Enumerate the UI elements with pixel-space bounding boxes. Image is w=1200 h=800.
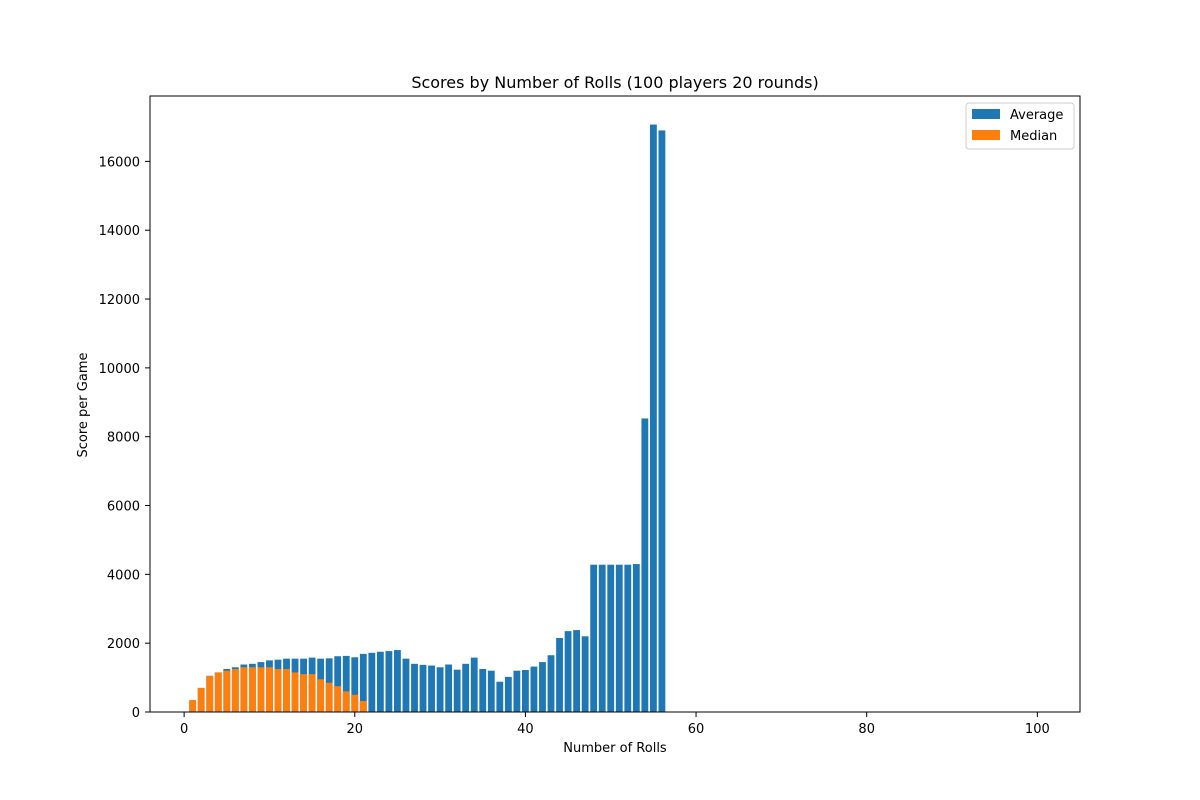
bar-average-47	[581, 636, 589, 712]
bar-average-26	[402, 658, 410, 712]
legend: Average Median	[965, 102, 1075, 150]
y-tick-label-8000: 8000	[107, 431, 140, 446]
legend-label-median: Median	[1010, 129, 1057, 144]
bar-median-13	[291, 672, 299, 712]
bar-average-43	[547, 655, 555, 712]
chart-title: Scores by Number of Rolls (100 players 2…	[411, 73, 818, 92]
bar-average-42	[539, 662, 546, 712]
bar-average-24	[385, 651, 393, 712]
bar-median-5	[223, 670, 231, 712]
bar-median-3	[206, 675, 214, 712]
bar-median-17	[325, 682, 333, 712]
bar-median-2	[197, 687, 205, 712]
bar-average-22	[368, 652, 376, 712]
bar-average-35	[479, 668, 487, 712]
legend-label-average: Average	[1010, 108, 1063, 123]
bar-average-30	[436, 667, 444, 712]
legend-swatch-median	[972, 130, 1000, 140]
bar-median-16	[317, 679, 325, 712]
bar-average-27	[411, 663, 418, 712]
y-tick-label-2000: 2000	[107, 637, 140, 652]
y-tick-label-6000: 6000	[107, 500, 140, 515]
bar-median-1	[189, 699, 197, 712]
bar-median-18	[334, 686, 342, 712]
plot-frame	[149, 95, 1081, 713]
bar-average-23	[376, 651, 384, 712]
bar-average-51	[615, 564, 623, 712]
y-axis-label: Score per Game	[76, 353, 91, 458]
y-tick-label-14000: 14000	[99, 224, 140, 239]
bar-average-45	[564, 631, 572, 712]
bar-average-40	[522, 670, 529, 712]
x-tick-label-60: 60	[688, 722, 705, 737]
bar-median-4	[214, 672, 222, 712]
bar-average-56	[658, 130, 666, 713]
x-axis-label: Number of Rolls	[563, 741, 667, 756]
x-ticks: 0 20 40 60 80 100	[180, 712, 1050, 737]
bar-average-38	[504, 676, 512, 712]
bar-average-32	[453, 669, 461, 712]
bars-group	[189, 124, 666, 713]
y-tick-label-0: 0	[132, 706, 140, 721]
y-tick-label-12000: 12000	[99, 293, 140, 308]
axes-group	[149, 95, 1081, 713]
bar-average-28	[419, 664, 427, 712]
bar-average-52	[624, 564, 632, 712]
bar-median-11	[274, 668, 282, 712]
legend-swatch-average	[972, 109, 1000, 119]
y-tick-label-16000: 16000	[99, 155, 140, 170]
x-tick-label-100: 100	[1025, 722, 1050, 737]
bar-median-14	[300, 674, 307, 712]
x-tick-label-20: 20	[346, 722, 363, 737]
bar-average-25	[394, 650, 401, 712]
bar-median-8	[248, 667, 256, 712]
bar-average-53	[632, 564, 640, 712]
bar-median-10	[266, 667, 273, 712]
bar-median-7	[240, 667, 248, 712]
bar-average-39	[513, 670, 521, 712]
bar-median-9	[257, 667, 265, 712]
bar-average-36	[487, 670, 495, 712]
bar-average-29	[428, 665, 435, 712]
bar-average-21	[359, 653, 367, 712]
bar-median-6	[231, 668, 239, 712]
bar-average-54	[641, 418, 649, 712]
y-tick-label-10000: 10000	[99, 362, 140, 377]
bar-average-18	[334, 656, 342, 712]
bar-average-34	[470, 657, 478, 712]
bar-average-20	[351, 657, 359, 712]
x-tick-label-0: 0	[180, 722, 188, 737]
y-ticks: 0 2000 4000 6000 8000 10000 12000 14000 16000	[99, 155, 150, 721]
bar-average-41	[530, 666, 538, 712]
bar-average-31	[445, 664, 453, 712]
bar-average-19	[342, 655, 350, 712]
bar-average-49	[598, 564, 606, 712]
x-tick-label-80: 80	[858, 722, 875, 737]
bar-average-46	[573, 630, 581, 712]
bar-average-37	[496, 681, 504, 712]
y-tick-label-4000: 4000	[107, 568, 140, 583]
bar-average-33	[462, 663, 470, 712]
bar-median-19	[342, 691, 350, 712]
bar-average-55	[649, 124, 657, 713]
bar-average-50	[607, 564, 615, 712]
bar-median-21	[359, 700, 367, 712]
bar-median-20	[351, 694, 359, 712]
bar-average-48	[590, 564, 598, 712]
bar-median-15	[308, 674, 316, 712]
x-tick-label-40: 40	[517, 722, 534, 737]
bar-average-44	[556, 638, 563, 712]
bar-median-12	[283, 668, 290, 712]
